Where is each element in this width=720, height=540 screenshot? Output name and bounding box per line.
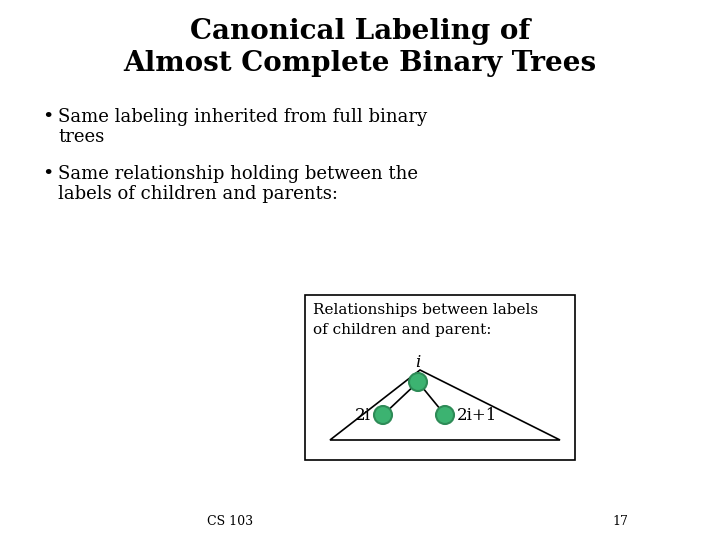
Text: CS 103: CS 103 [207,515,253,528]
Text: Same labeling inherited from full binary: Same labeling inherited from full binary [58,108,427,126]
Text: trees: trees [58,128,104,146]
Text: i: i [415,354,420,371]
Text: •: • [42,108,53,126]
Circle shape [409,373,427,391]
Text: 2i: 2i [355,408,371,424]
Text: Same relationship holding between the: Same relationship holding between the [58,165,418,183]
Circle shape [374,406,392,424]
Text: Canonical Labeling of: Canonical Labeling of [190,18,530,45]
Text: 17: 17 [612,515,628,528]
Text: Relationships between labels: Relationships between labels [313,303,538,317]
Text: Almost Complete Binary Trees: Almost Complete Binary Trees [123,50,597,77]
Text: labels of children and parents:: labels of children and parents: [58,185,338,203]
Circle shape [436,406,454,424]
Text: 2i+1: 2i+1 [457,408,498,424]
Text: of children and parent:: of children and parent: [313,323,492,337]
Bar [305,295,575,460]
Text: •: • [42,165,53,183]
